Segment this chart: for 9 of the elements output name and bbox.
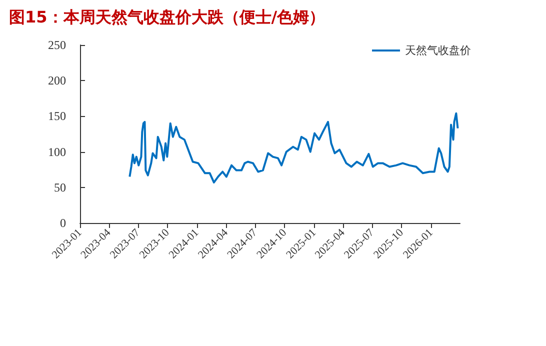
chart-title: 图15：本周天然气收盘价大跌（便士/色姆） [9, 8, 326, 26]
line-series [128, 112, 459, 184]
y-tick-label: 250 [48, 38, 66, 52]
y-tick-label: 50 [54, 180, 66, 194]
legend-label: 天然气收盘价 [405, 44, 471, 57]
y-tick-label: 200 [48, 74, 66, 88]
y-tick-label: 0 [60, 216, 66, 230]
y-tick-label: 150 [48, 109, 66, 124]
y-tick-label: 100 [48, 144, 66, 159]
